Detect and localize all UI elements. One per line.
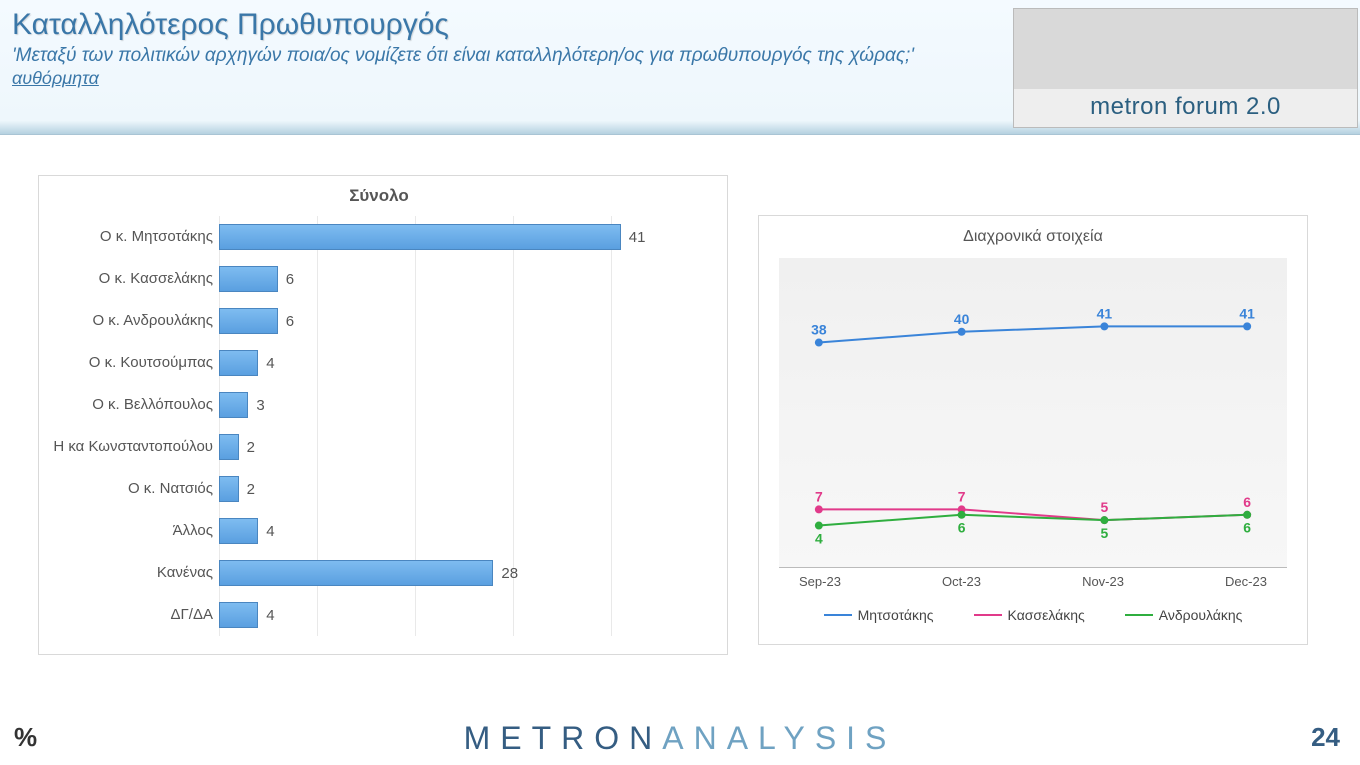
line-series	[819, 515, 1247, 526]
bar-row: Η κα Κωνσταντοπούλου2	[219, 433, 709, 461]
bar-chart: Σύνολο Ο κ. Μητσοτάκης41Ο κ. Κασσελάκης6…	[38, 175, 728, 655]
legend-swatch	[824, 614, 852, 616]
bar-row: Ο κ. Ανδρουλάκης6	[219, 307, 709, 335]
bar-value: 41	[629, 229, 646, 246]
bar-row: Κανένας28	[219, 559, 709, 587]
bar-value: 4	[266, 607, 274, 624]
legend-label: Ανδρουλάκης	[1159, 607, 1243, 623]
line-marker	[815, 522, 823, 530]
line-marker	[815, 505, 823, 513]
bar-value: 2	[247, 439, 255, 456]
line-value-label: 38	[811, 322, 827, 338]
footer-logo-a: METRON	[464, 720, 663, 756]
bar-row: Ο κ. Μητσοτάκης41	[219, 223, 709, 251]
bar-label: Ο κ. Ανδρουλάκης	[51, 313, 219, 329]
bar-value: 6	[286, 271, 294, 288]
line-chart: Διαχρονικά στοιχεία 38 40 41 41 7 7 5 6 4 6 5 6 Sep…	[758, 215, 1308, 645]
line-chart-plot: 38 40 41 41 7 7 5 6 4 6 5 6	[779, 258, 1287, 568]
x-tick-label: Oct-23	[942, 574, 981, 589]
line-series	[819, 326, 1247, 342]
bar	[219, 434, 239, 460]
line-marker	[958, 511, 966, 519]
bar-value: 6	[286, 313, 294, 330]
bar-row: Ο κ. Κασσελάκης6	[219, 265, 709, 293]
header-logo: metron forum 2.0	[1013, 8, 1358, 128]
line-chart-legend: Μητσοτάκης Κασσελάκης Ανδρουλάκης	[779, 607, 1287, 623]
line-value-label: 4	[815, 530, 823, 546]
page-number: 24	[1311, 722, 1340, 753]
line-marker	[1243, 511, 1251, 519]
legend-item: Μητσοτάκης	[824, 607, 934, 623]
line-marker	[815, 339, 823, 347]
bar-label: Η κα Κωνσταντοπούλου	[51, 439, 219, 455]
spontaneous-note: αυθόρμητα	[12, 68, 914, 89]
legend-swatch	[974, 614, 1002, 616]
line-chart-title: Διαχρονικά στοιχεία	[779, 228, 1287, 246]
line-value-label: 40	[954, 311, 970, 327]
footer: % METRONANALYSIS 24	[0, 720, 1360, 757]
bar-chart-plot: Ο κ. Μητσοτάκης41 Ο κ. Κασσελάκης6 Ο κ. Αν…	[219, 216, 709, 636]
bar-label: Κανένας	[51, 565, 219, 581]
header-logo-text: metron forum 2.0	[1014, 89, 1357, 127]
legend-item: Κασσελάκης	[974, 607, 1085, 623]
bar-row: Ο κ. Νατσιός2	[219, 475, 709, 503]
line-marker	[1243, 322, 1251, 330]
legend-item: Ανδρουλάκης	[1125, 607, 1243, 623]
bar-value: 4	[266, 355, 274, 372]
bar-value: 2	[247, 481, 255, 498]
bar	[219, 560, 493, 586]
legend-swatch	[1125, 614, 1153, 616]
bar-label: ΔΓ/ΔΑ	[51, 607, 219, 623]
line-value-label: 7	[815, 488, 823, 504]
bar-value: 4	[266, 523, 274, 540]
line-value-label: 6	[1243, 520, 1251, 536]
bar-row: Ο κ. Βελλόπουλος3	[219, 391, 709, 419]
bar	[219, 392, 248, 418]
bar-label: Ο κ. Νατσιός	[51, 481, 219, 497]
line-value-label: 6	[1243, 494, 1251, 510]
x-tick-label: Sep-23	[799, 574, 841, 589]
page-subtitle: 'Μεταξύ των πολιτικών αρχηγών ποια/ος νο…	[12, 44, 914, 68]
bar	[219, 224, 621, 250]
line-marker	[1100, 516, 1108, 524]
bar-row: Ο κ. Κουτσούμπας4	[219, 349, 709, 377]
line-value-label: 5	[1101, 499, 1109, 515]
bar-value: 3	[256, 397, 264, 414]
bar-value: 28	[501, 565, 518, 582]
line-value-label: 5	[1101, 525, 1109, 541]
page-title: Καταλληλότερος Πρωθυπουργός	[12, 8, 914, 42]
x-tick-label: Dec-23	[1225, 574, 1267, 589]
bar-row: Άλλος4	[219, 517, 709, 545]
line-value-label: 41	[1239, 305, 1255, 321]
bar-label: Ο κ. Βελλόπουλος	[51, 397, 219, 413]
bar-row: ΔΓ/ΔΑ4	[219, 601, 709, 629]
header-band: Καταλληλότερος Πρωθυπουργός 'Μεταξύ των …	[0, 0, 1360, 135]
header-text: Καταλληλότερος Πρωθυπουργός 'Μεταξύ των …	[12, 8, 914, 89]
footer-percent: %	[14, 722, 37, 753]
bar-label: Ο κ. Κουτσούμπας	[51, 355, 219, 371]
bar	[219, 476, 239, 502]
bar	[219, 350, 258, 376]
bar	[219, 308, 278, 334]
bar	[219, 602, 258, 628]
line-value-label: 7	[958, 488, 966, 504]
footer-logo: METRONANALYSIS	[464, 720, 897, 757]
line-series	[819, 509, 1247, 520]
bar-chart-title: Σύνολο	[49, 186, 709, 206]
x-tick-label: Nov-23	[1082, 574, 1124, 589]
line-chart-xlabels: Sep-23 Oct-23 Nov-23 Dec-23	[779, 568, 1287, 589]
bar-label: Ο κ. Κασσελάκης	[51, 271, 219, 287]
bar-label: Ο κ. Μητσοτάκης	[51, 229, 219, 245]
line-value-label: 41	[1097, 305, 1113, 321]
line-value-label: 6	[958, 520, 966, 536]
content-area: Σύνολο Ο κ. Μητσοτάκης41Ο κ. Κασσελάκης6…	[0, 135, 1360, 655]
legend-label: Μητσοτάκης	[858, 607, 934, 623]
legend-label: Κασσελάκης	[1008, 607, 1085, 623]
footer-logo-b: ANALYSIS	[662, 720, 896, 756]
bar-label: Άλλος	[51, 523, 219, 539]
bar	[219, 518, 258, 544]
line-marker	[1100, 322, 1108, 330]
line-marker	[958, 328, 966, 336]
bar	[219, 266, 278, 292]
